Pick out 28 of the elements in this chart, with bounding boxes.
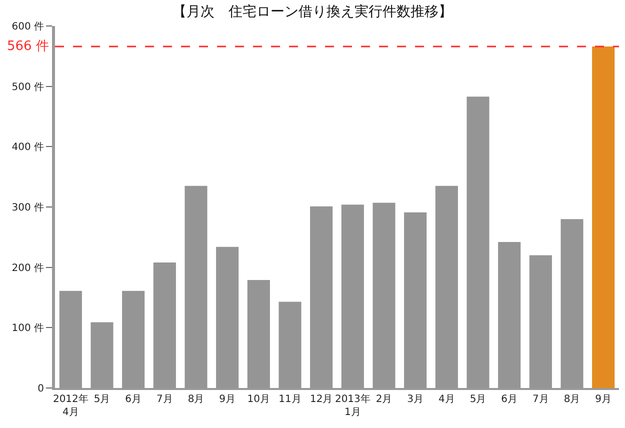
chart-title: 【月次 住宅ローン借り換え実行件数推移】: [172, 4, 452, 20]
x-tick-label: 3月: [407, 394, 424, 405]
y-tick-label: 500 件: [12, 82, 44, 93]
x-tick-label: 2月: [376, 394, 392, 405]
ref-line-label: 566 件: [7, 39, 49, 54]
x-tick-label: 8月: [564, 394, 580, 405]
x-tick-label: 5月: [94, 394, 110, 405]
y-tick-label: 400 件: [12, 142, 44, 154]
x-tick-label: 12月: [310, 394, 333, 405]
y-tick-label: 100 件: [12, 323, 44, 334]
x-tick-label: 9月: [595, 394, 612, 405]
x-tick-label: 7月: [156, 394, 173, 405]
y-tick-label: 300 件: [12, 202, 44, 214]
y-tick-label: 0: [38, 384, 44, 394]
x-tick-label: 2013年 1月: [334, 393, 370, 418]
x-tick-label: 6月: [501, 394, 518, 405]
bar: [592, 46, 615, 388]
y-tick-label: 200 件: [12, 262, 44, 274]
x-tick-label: 5月: [470, 394, 486, 405]
x-tick-label: 2012年 4月: [52, 393, 88, 418]
x-tick-label: 9月: [219, 394, 236, 405]
y-tick-label: 600 件: [12, 22, 44, 32]
x-tick-label: 10月: [247, 394, 270, 405]
x-tick-label: 8月: [188, 394, 204, 405]
x-tick-label: 6月: [125, 394, 142, 405]
x-tick-label: 11月: [278, 394, 302, 405]
x-tick-label: 4月: [438, 394, 455, 405]
x-tick-label: 7月: [532, 394, 549, 405]
